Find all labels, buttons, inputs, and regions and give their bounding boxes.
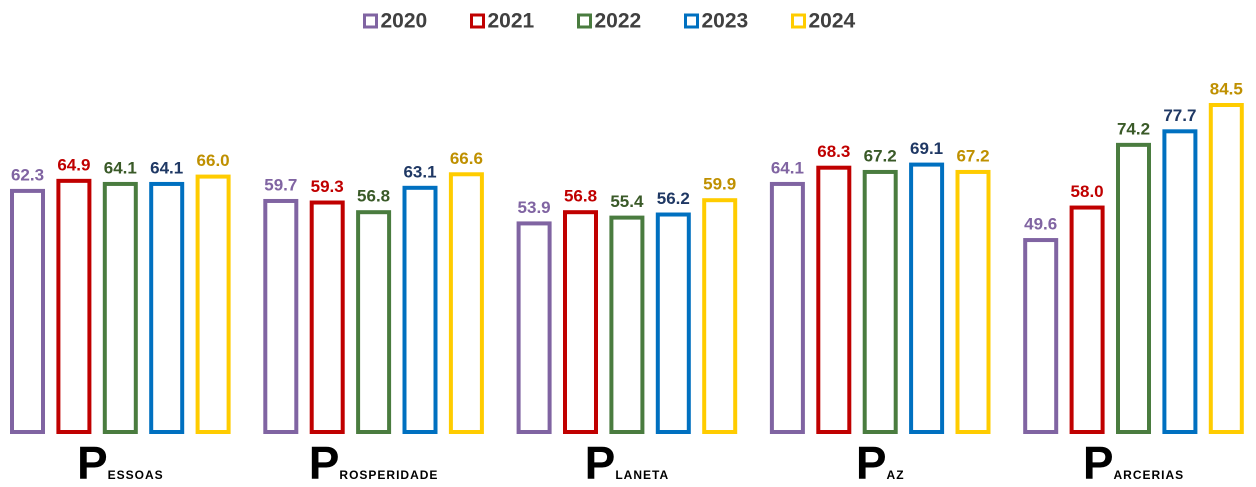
value-label: 84.5 — [1210, 79, 1243, 98]
legend-label: 2020 — [381, 10, 428, 33]
value-label: 66.6 — [450, 149, 483, 168]
bar — [702, 198, 738, 434]
value-label: 63.1 — [403, 162, 436, 181]
value-label: 56.8 — [357, 187, 390, 206]
bar — [402, 185, 438, 434]
bar — [655, 212, 691, 434]
bar — [1162, 129, 1198, 434]
value-label: 62.3 — [11, 165, 44, 184]
value-label: 53.9 — [518, 198, 551, 217]
value-label: 58.0 — [1071, 182, 1104, 201]
category-label: Parcerias — [1083, 437, 1184, 487]
category-label: Pessoas — [77, 437, 164, 487]
bar — [1208, 103, 1244, 434]
bar — [563, 210, 598, 434]
bar — [516, 221, 552, 434]
category-label: Planeta — [585, 437, 669, 487]
legend-label: 2022 — [595, 10, 642, 33]
value-label: 59.9 — [703, 175, 736, 194]
bar — [56, 178, 92, 434]
legend-icon — [470, 13, 485, 29]
value-label: 55.4 — [610, 192, 644, 211]
bar — [10, 188, 45, 434]
bar — [448, 172, 484, 434]
legend-icon — [577, 13, 592, 29]
bar — [1069, 205, 1105, 434]
value-label: 59.7 — [264, 175, 297, 194]
bar — [909, 162, 945, 434]
value-label: 49.6 — [1024, 215, 1057, 234]
legend-label: 2024 — [809, 10, 856, 33]
value-label: 74.2 — [1117, 119, 1150, 138]
legend-icon — [363, 13, 378, 29]
bar — [816, 165, 852, 434]
category-label: Prosperidade — [309, 437, 439, 487]
bar — [263, 198, 299, 434]
value-label: 67.2 — [864, 146, 897, 165]
value-label: 56.8 — [564, 187, 597, 206]
category-label: Paz — [856, 437, 905, 487]
value-label: 59.3 — [311, 177, 344, 196]
bar — [609, 215, 645, 434]
value-label: 64.1 — [771, 158, 804, 177]
value-label: 64.9 — [57, 155, 90, 174]
legend-label: 2023 — [702, 10, 749, 33]
bar — [149, 181, 185, 434]
value-label: 56.2 — [657, 189, 690, 208]
bar — [1116, 142, 1151, 435]
value-label: 68.3 — [817, 142, 850, 161]
bar — [769, 181, 805, 434]
bar — [862, 169, 898, 434]
bar — [102, 181, 138, 434]
legend-icon — [684, 13, 699, 29]
value-label: 64.1 — [104, 158, 137, 177]
value-label: 67.2 — [956, 146, 989, 165]
bar — [1023, 238, 1059, 434]
bar — [195, 174, 231, 434]
value-label: 77.7 — [1163, 106, 1196, 125]
bar — [955, 169, 991, 434]
bar — [309, 200, 345, 434]
value-label: 66.0 — [197, 151, 230, 170]
legend-icon — [791, 13, 806, 29]
value-label: 64.1 — [150, 158, 183, 177]
value-label: 69.1 — [910, 139, 943, 158]
bar — [356, 210, 392, 434]
legend-label: 2021 — [488, 10, 535, 33]
